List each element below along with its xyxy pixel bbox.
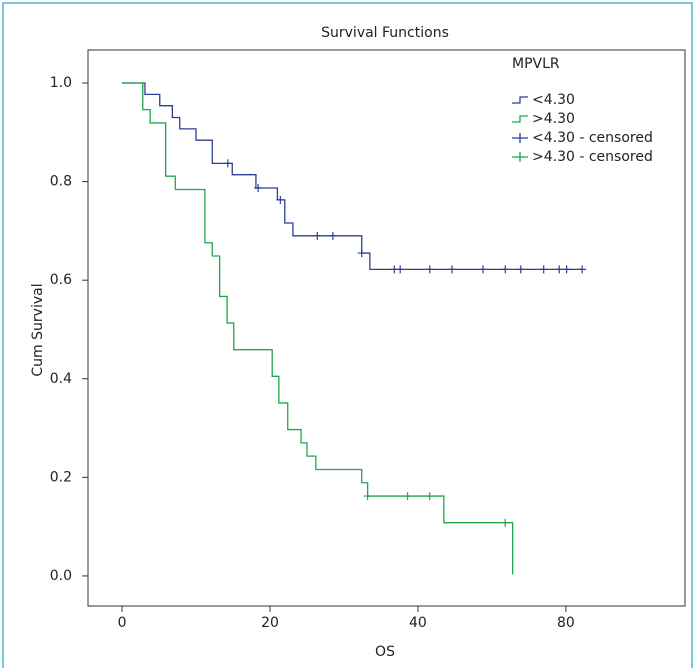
censor-mark <box>447 265 456 274</box>
censor-mark <box>501 518 510 527</box>
legend-symbol <box>512 96 528 104</box>
censor-mark <box>276 195 285 204</box>
censor-mark <box>403 492 412 501</box>
censor-mark <box>539 265 548 274</box>
x-tick-label: 0 <box>118 615 127 631</box>
censor-mark <box>363 492 372 501</box>
y-tick-label: 0.2 <box>50 469 72 485</box>
censor-mark <box>562 265 571 274</box>
chart-title: Survival Functions <box>321 25 449 41</box>
survival-curve <box>122 82 514 575</box>
censor-mark <box>425 265 434 274</box>
y-tick-label: 0.6 <box>50 272 72 288</box>
censor-mark <box>223 159 232 168</box>
legend-symbol <box>512 152 528 162</box>
plot-area <box>87 49 686 607</box>
y-tick-label: 0.8 <box>50 174 72 190</box>
legend-label: <4.30 <box>532 92 575 108</box>
censor-mark <box>501 265 510 274</box>
legend-label: <4.30 - censored <box>532 130 653 146</box>
legend-title: MPVLR <box>512 56 560 72</box>
censor-mark <box>425 492 434 501</box>
y-axis-label: Cum Survival <box>30 283 46 376</box>
censor-mark <box>555 265 564 274</box>
legend-symbol <box>512 115 528 123</box>
censor-mark <box>254 184 263 193</box>
x-axis-label: OS <box>375 644 395 660</box>
x-tick-label: 40 <box>409 615 427 631</box>
censor-mark <box>357 249 366 258</box>
censor-mark <box>479 265 488 274</box>
y-tick-label: 0.0 <box>50 568 72 584</box>
x-tick-label: 80 <box>557 615 575 631</box>
y-tick-label: 0.4 <box>50 371 72 387</box>
censor-mark <box>578 265 587 274</box>
x-tick-label: 20 <box>261 615 279 631</box>
censor-mark <box>516 265 525 274</box>
y-tick-label: 1.0 <box>50 75 72 91</box>
survival-curve <box>122 82 583 270</box>
censor-mark <box>396 265 405 274</box>
legend-label: >4.30 - censored <box>532 149 653 165</box>
legend-label: >4.30 <box>532 111 575 127</box>
censor-mark <box>328 231 337 240</box>
censor-mark <box>313 231 322 240</box>
legend-symbol <box>512 133 528 143</box>
